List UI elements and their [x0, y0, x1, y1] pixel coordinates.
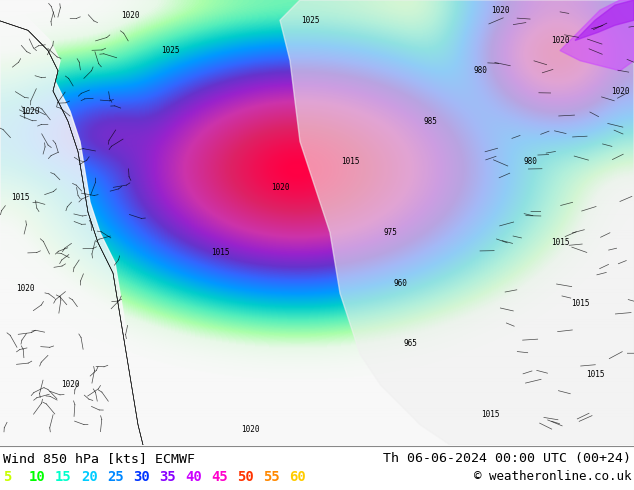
Text: 980: 980	[473, 66, 487, 75]
Text: 960: 960	[393, 279, 407, 288]
Text: 50: 50	[237, 470, 254, 484]
Text: 1020: 1020	[16, 284, 34, 293]
Text: 20: 20	[81, 470, 98, 484]
Text: 965: 965	[403, 339, 417, 348]
Text: 1025: 1025	[161, 46, 179, 55]
Text: 1025: 1025	[301, 16, 320, 24]
Polygon shape	[560, 0, 634, 71]
Text: 1020: 1020	[551, 36, 569, 45]
Polygon shape	[280, 0, 634, 445]
Text: 1015: 1015	[481, 410, 499, 419]
Text: 1020: 1020	[491, 5, 509, 15]
Text: 25: 25	[107, 470, 124, 484]
Text: 30: 30	[133, 470, 150, 484]
Text: 35: 35	[159, 470, 176, 484]
Text: 1015: 1015	[551, 238, 569, 247]
Text: 1015: 1015	[11, 193, 29, 202]
Text: 1015: 1015	[571, 299, 589, 308]
Text: Wind 850 hPa [kts] ECMWF: Wind 850 hPa [kts] ECMWF	[3, 452, 195, 465]
Text: 1020: 1020	[241, 425, 259, 434]
Text: 55: 55	[263, 470, 280, 484]
Text: 45: 45	[211, 470, 228, 484]
Text: 60: 60	[289, 470, 306, 484]
Text: 10: 10	[29, 470, 46, 484]
Text: 975: 975	[383, 228, 397, 237]
Text: 1015: 1015	[586, 369, 604, 379]
Text: 1020: 1020	[120, 11, 139, 20]
Text: 1020: 1020	[271, 183, 289, 192]
Text: 1020: 1020	[61, 380, 79, 389]
Text: 980: 980	[523, 157, 537, 166]
Text: 1015: 1015	[340, 157, 359, 166]
Text: © weatheronline.co.uk: © weatheronline.co.uk	[474, 470, 631, 483]
Text: 5: 5	[3, 470, 11, 484]
Text: 1020: 1020	[21, 107, 39, 116]
Text: 985: 985	[423, 117, 437, 126]
Text: Th 06-06-2024 00:00 UTC (00+24): Th 06-06-2024 00:00 UTC (00+24)	[383, 452, 631, 465]
Text: 15: 15	[55, 470, 72, 484]
Text: 1020: 1020	[611, 87, 630, 96]
Polygon shape	[0, 0, 145, 445]
Text: 1015: 1015	[210, 248, 230, 257]
Text: 40: 40	[185, 470, 202, 484]
Polygon shape	[575, 0, 634, 41]
